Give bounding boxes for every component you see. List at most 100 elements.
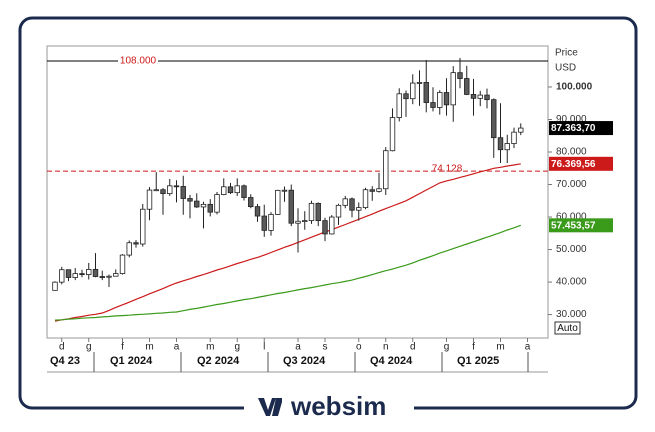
y-tick-label: 100.000 [556,82,593,93]
candle-body [443,92,450,106]
candle-body [410,82,416,100]
x-tick-label: m [496,342,504,353]
candle-body [200,203,207,208]
candle-body [79,273,85,276]
y-tick-label: 30.000 [556,309,587,320]
x-tick-label: d [59,342,65,353]
candle-body [227,186,234,194]
value-badge-label: 76.369,56 [551,159,596,170]
candle-body [106,275,112,278]
logo-text: websim [290,391,386,421]
reference-label: 74.128 [432,164,463,175]
candle-body [214,194,220,213]
x-tick-label: a [174,342,180,353]
candle-body [194,200,200,208]
candle-body [221,186,227,196]
candle-body [335,204,342,218]
candle-body [160,189,166,195]
candle-body [497,137,504,151]
x-tick-label: l [263,342,265,353]
candle-body [126,242,132,256]
candle-body [464,78,470,95]
candle-body [86,268,92,275]
y-axis-unit: USD [555,63,576,74]
x-tick-label: m [145,342,153,353]
plot-area [46,45,549,339]
candle-body [92,268,99,277]
candle-body [342,198,348,206]
quarter-label: Q2 2024 [197,355,240,367]
candle-body [518,127,524,133]
x-tick-label: m [206,342,214,353]
x-tick-label: g [234,342,240,353]
candle-body [511,131,517,144]
y-axis-label: Price [555,48,578,59]
y-tick-label: 60.000 [556,212,587,223]
candle-body [65,269,72,278]
candle-body [389,117,396,152]
candle-body [180,186,186,199]
candle-body [504,143,510,151]
candle-body [423,82,429,103]
candle-body [99,276,105,278]
candle-body [275,189,281,215]
candle-body [234,185,240,194]
candle-body [140,208,146,245]
candle-body [322,220,328,235]
x-tick-label: g [86,342,92,353]
scale-button-box [554,321,581,335]
candle-body [241,185,247,198]
candle-body [396,93,402,118]
quarter-label: Q3 2024 [283,355,326,367]
value-badge-label: 87.363,70 [551,123,596,134]
candle-body [376,188,382,192]
candle-body [362,189,369,209]
candle-body [484,94,490,101]
candle-body [146,189,153,210]
candle-body [356,207,362,211]
x-tick-label: d [410,342,416,353]
quarter-label: Q4 2024 [370,355,413,367]
candle-body [207,203,213,213]
reference-label: 108.000 [120,56,157,67]
candle-body [119,254,126,275]
candle-body [72,273,78,278]
quarter-label: Q4 23 [50,355,80,367]
candle-body [268,214,274,231]
candle-body [403,93,409,100]
candle-body [315,202,321,222]
candle-body [254,206,261,217]
reference-label-bg [118,54,158,67]
x-tick-label: o [356,342,362,353]
x-tick-label: a [295,342,301,353]
moving-average-line [54,163,521,322]
candle-body [477,94,483,99]
y-tick-label: 40.000 [556,277,587,288]
scale-button[interactable]: Auto [554,321,581,335]
candle-body [173,185,180,188]
y-tick-label: 50.000 [556,244,587,255]
y-tick-label: 70.000 [556,179,587,190]
candle-body [59,269,65,283]
candle-body [167,185,173,195]
moving-average-line [54,224,522,321]
candle-body [349,198,355,211]
x-tick-label: a [525,342,531,353]
candle-body [52,281,58,291]
y-tick-label: 90.000 [556,114,587,125]
brand-logo: websim [244,391,414,423]
scale-button-label: Auto [557,323,578,334]
candle-body [491,99,497,139]
candle-body [133,242,139,245]
y-tick-label: 80.000 [556,147,587,158]
x-tick-label: g [444,342,450,353]
candle-body [261,215,267,231]
candle-body [281,189,288,192]
candle-body [295,220,301,224]
x-tick-label: f [121,342,124,353]
candle-body [329,216,335,235]
quarter-label: Q1 2025 [457,355,499,367]
candle-body [457,72,463,79]
candle-body [187,198,193,202]
